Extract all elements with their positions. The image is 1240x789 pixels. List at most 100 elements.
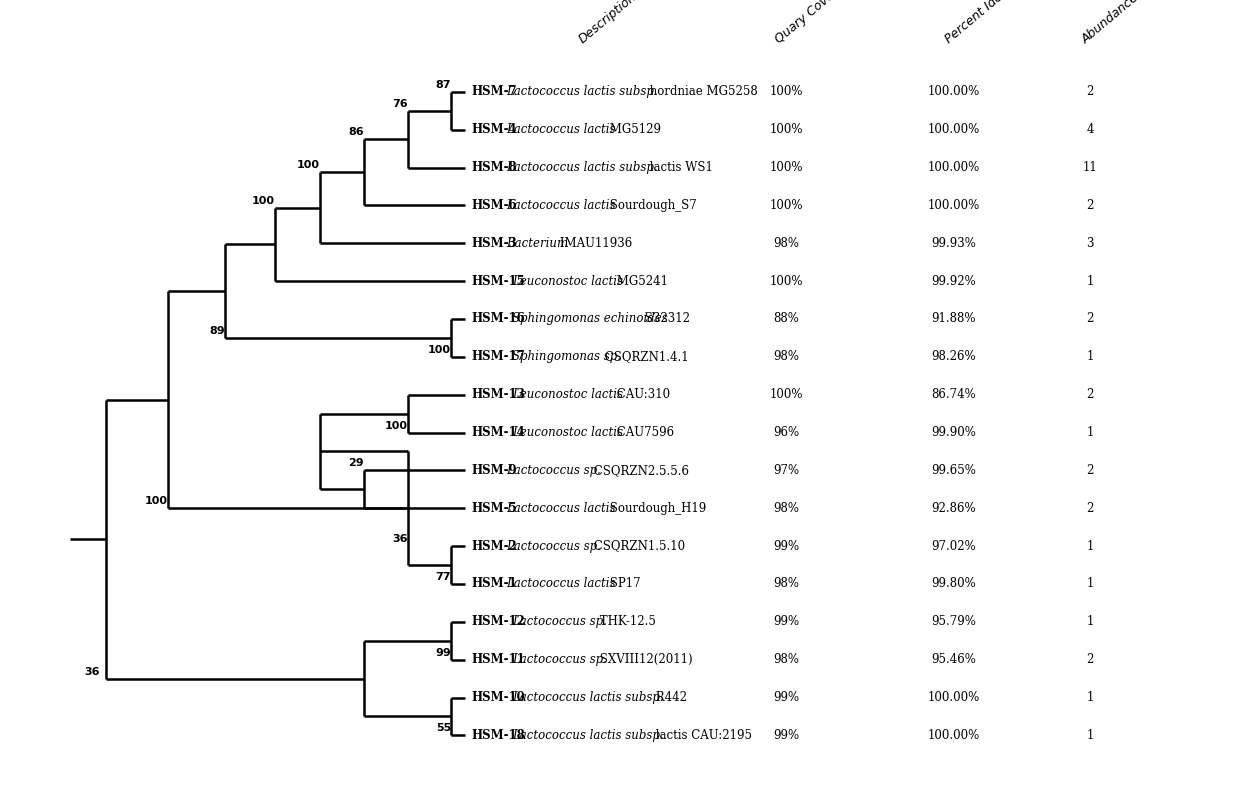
- Text: Leuconostoc lactis: Leuconostoc lactis: [512, 388, 622, 401]
- Text: HSM-13: HSM-13: [471, 388, 525, 401]
- Text: HSM-2: HSM-2: [471, 540, 517, 552]
- Text: Leuconostoc lactis: Leuconostoc lactis: [512, 426, 622, 439]
- Text: 100: 100: [428, 345, 451, 355]
- Text: Lactococcus sp.: Lactococcus sp.: [506, 464, 600, 477]
- Text: HSM-9: HSM-9: [471, 464, 517, 477]
- Text: 100.00%: 100.00%: [928, 729, 980, 742]
- Text: 86.74%: 86.74%: [931, 388, 976, 401]
- Text: 2: 2: [1086, 312, 1094, 325]
- Text: 99%: 99%: [774, 540, 800, 552]
- Text: HSM-12: HSM-12: [471, 615, 525, 628]
- Text: 99%: 99%: [774, 729, 800, 742]
- Text: HSM-11: HSM-11: [471, 653, 525, 666]
- Text: 1: 1: [1086, 578, 1094, 590]
- Text: 29: 29: [348, 458, 365, 469]
- Text: 1: 1: [1086, 350, 1094, 363]
- Text: 100%: 100%: [770, 275, 804, 288]
- Text: HSM-3: HSM-3: [471, 237, 517, 250]
- Text: 100.00%: 100.00%: [928, 123, 980, 136]
- Text: 91.88%: 91.88%: [931, 312, 976, 325]
- Text: 2: 2: [1086, 464, 1094, 477]
- Text: Lactococcus lactis subsp.: Lactococcus lactis subsp.: [506, 85, 657, 99]
- Text: lactis CAU:2195: lactis CAU:2195: [652, 729, 751, 742]
- Text: 100.00%: 100.00%: [928, 691, 980, 704]
- Text: 100.00%: 100.00%: [928, 85, 980, 99]
- Text: 100%: 100%: [770, 123, 804, 136]
- Text: MG5129: MG5129: [606, 123, 661, 136]
- Text: 99.92%: 99.92%: [931, 275, 976, 288]
- Text: SXVIII12(2011): SXVIII12(2011): [596, 653, 692, 666]
- Text: Lactococcus lactis: Lactococcus lactis: [506, 502, 615, 514]
- Text: 88%: 88%: [774, 312, 800, 325]
- Text: Sphingomonas sp.: Sphingomonas sp.: [512, 350, 621, 363]
- Text: CAU:310: CAU:310: [613, 388, 670, 401]
- Text: 2: 2: [1086, 502, 1094, 514]
- Text: 98%: 98%: [774, 502, 800, 514]
- Text: IMAU11936: IMAU11936: [556, 237, 632, 250]
- Text: CSQRZN2.5.5.6: CSQRZN2.5.5.6: [590, 464, 688, 477]
- Text: HSM-6: HSM-6: [471, 199, 517, 212]
- Text: Sourdough_S7: Sourdough_S7: [606, 199, 697, 212]
- Text: 99.65%: 99.65%: [931, 464, 976, 477]
- Text: HSM-5: HSM-5: [471, 502, 517, 514]
- Text: 97%: 97%: [774, 464, 800, 477]
- Text: 97.02%: 97.02%: [931, 540, 976, 552]
- Text: Sourdough_H19: Sourdough_H19: [606, 502, 707, 514]
- Text: 2: 2: [1086, 388, 1094, 401]
- Text: S32312: S32312: [641, 312, 689, 325]
- Text: Lactococcus sp.: Lactococcus sp.: [512, 653, 606, 666]
- Text: R442: R442: [652, 691, 687, 704]
- Text: HSM-8: HSM-8: [471, 161, 517, 174]
- Text: 99.90%: 99.90%: [931, 426, 976, 439]
- Text: 86: 86: [348, 127, 365, 137]
- Text: 1: 1: [1086, 729, 1094, 742]
- Text: Lactococcus lactis: Lactococcus lactis: [506, 578, 615, 590]
- Text: Lactococcus lactis: Lactococcus lactis: [506, 199, 615, 212]
- Text: 95.46%: 95.46%: [931, 653, 976, 666]
- Text: 98%: 98%: [774, 350, 800, 363]
- Text: CAU7596: CAU7596: [613, 426, 673, 439]
- Text: CSQRZN1.5.10: CSQRZN1.5.10: [590, 540, 684, 552]
- Text: 92.86%: 92.86%: [931, 502, 976, 514]
- Text: 100%: 100%: [770, 85, 804, 99]
- Text: 99%: 99%: [774, 615, 800, 628]
- Text: 100: 100: [145, 496, 167, 507]
- Text: Lactococcus sp.: Lactococcus sp.: [506, 540, 600, 552]
- Text: Lactococcus lactis subsp.: Lactococcus lactis subsp.: [512, 729, 663, 742]
- Text: 100: 100: [252, 196, 275, 206]
- Text: 3: 3: [1086, 237, 1094, 250]
- Text: 1: 1: [1086, 426, 1094, 439]
- Text: HSM-18: HSM-18: [471, 729, 525, 742]
- Text: 100.00%: 100.00%: [928, 161, 980, 174]
- Text: 100: 100: [386, 421, 408, 431]
- Text: 1: 1: [1086, 275, 1094, 288]
- Text: 87: 87: [435, 80, 451, 90]
- Text: HSM-16: HSM-16: [471, 312, 525, 325]
- Text: SP17: SP17: [606, 578, 641, 590]
- Text: Percent Identity: Percent Identity: [942, 0, 1027, 47]
- Text: 98%: 98%: [774, 237, 800, 250]
- Text: 99: 99: [435, 648, 451, 658]
- Text: 100.00%: 100.00%: [928, 199, 980, 212]
- Text: 2: 2: [1086, 199, 1094, 212]
- Text: 98%: 98%: [774, 578, 800, 590]
- Text: HSM-4: HSM-4: [471, 123, 517, 136]
- Text: 99%: 99%: [774, 691, 800, 704]
- Text: 55: 55: [435, 724, 451, 734]
- Text: 1: 1: [1086, 615, 1094, 628]
- Text: lactis WS1: lactis WS1: [646, 161, 713, 174]
- Text: Leuconostoc lactis: Leuconostoc lactis: [512, 275, 622, 288]
- Text: Lactococcus lactis subsp.: Lactococcus lactis subsp.: [506, 161, 657, 174]
- Text: hordniae MG5258: hordniae MG5258: [646, 85, 758, 99]
- Text: 95.79%: 95.79%: [931, 615, 976, 628]
- Text: HSM-7: HSM-7: [471, 85, 517, 99]
- Text: 76: 76: [393, 99, 408, 109]
- Text: MG5241: MG5241: [613, 275, 667, 288]
- Text: 100: 100: [298, 160, 320, 170]
- Text: HSM-14: HSM-14: [471, 426, 525, 439]
- Text: 99.93%: 99.93%: [931, 237, 976, 250]
- Text: 2: 2: [1086, 85, 1094, 99]
- Text: Sphingomonas echinoides: Sphingomonas echinoides: [512, 312, 667, 325]
- Text: 100%: 100%: [770, 199, 804, 212]
- Text: Description: Description: [575, 0, 639, 47]
